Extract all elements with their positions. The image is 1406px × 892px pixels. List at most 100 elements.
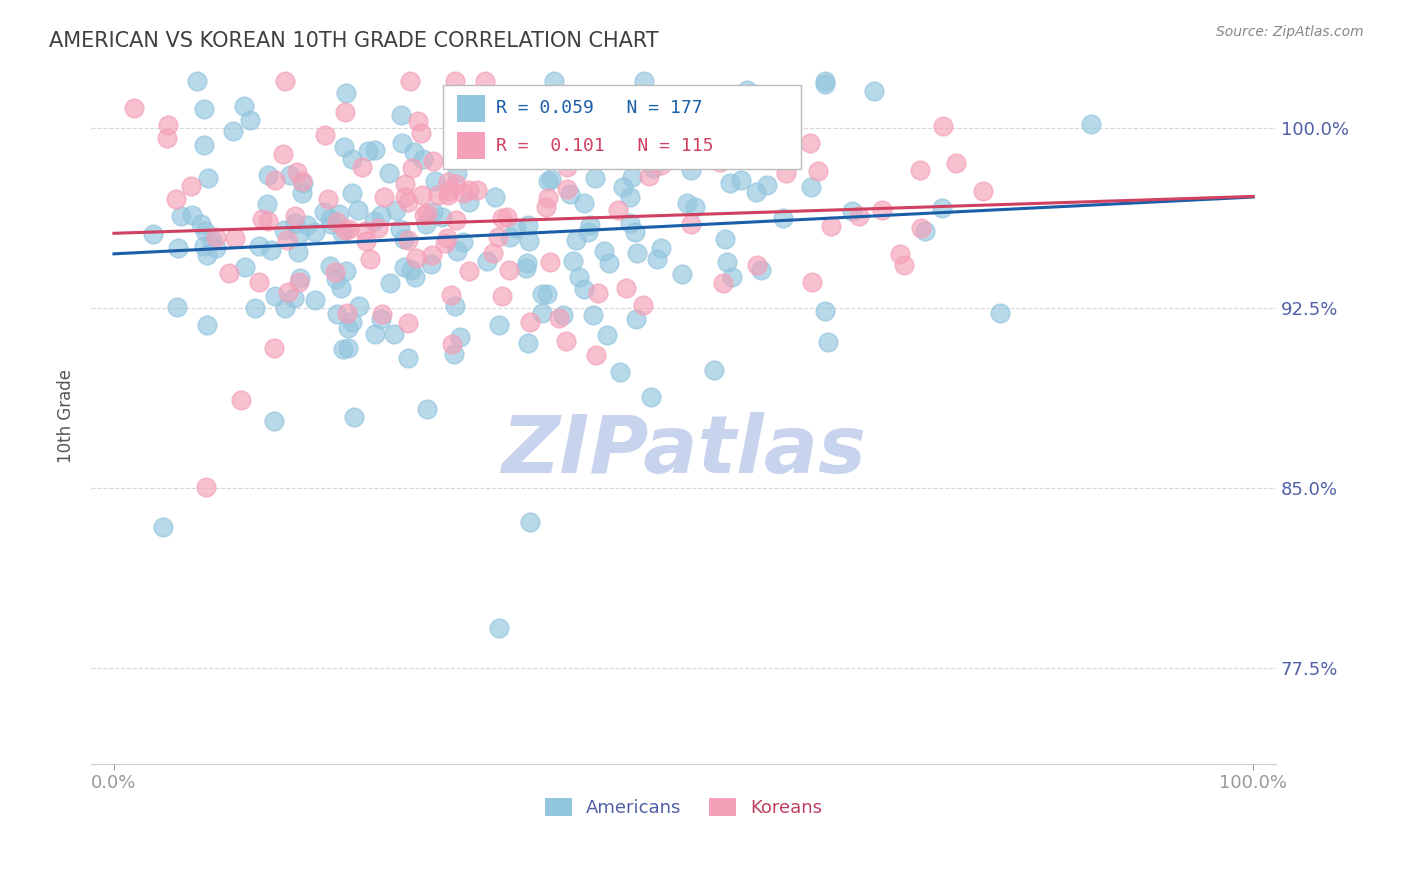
Point xyxy=(195,318,218,333)
Point xyxy=(714,232,737,246)
Point xyxy=(893,258,915,272)
Point xyxy=(662,122,685,136)
Point xyxy=(517,219,540,233)
Point xyxy=(486,230,509,244)
Point xyxy=(582,309,605,323)
Point xyxy=(399,73,422,87)
Point xyxy=(333,223,356,237)
Point xyxy=(370,312,392,326)
Point xyxy=(325,271,347,285)
Point xyxy=(772,211,794,226)
Point xyxy=(536,200,558,214)
Point xyxy=(373,190,395,204)
Point xyxy=(205,241,228,255)
Point xyxy=(624,226,647,240)
Point xyxy=(516,335,538,350)
Point xyxy=(222,124,245,138)
Point xyxy=(337,221,360,235)
Point xyxy=(394,189,416,203)
Point xyxy=(291,174,314,188)
Point xyxy=(631,298,654,312)
Point xyxy=(659,88,682,103)
Point xyxy=(356,234,378,248)
Point xyxy=(560,186,582,201)
Point xyxy=(436,231,458,245)
Point xyxy=(444,73,467,87)
Point xyxy=(364,326,387,341)
Point xyxy=(371,307,394,321)
Point xyxy=(1080,117,1102,131)
Point xyxy=(721,269,744,284)
Point xyxy=(465,183,488,197)
Point xyxy=(439,288,461,302)
Point xyxy=(233,260,256,275)
Point xyxy=(814,73,837,87)
Point xyxy=(312,205,335,219)
Point xyxy=(396,351,419,365)
Point xyxy=(972,184,994,198)
Point xyxy=(263,414,285,428)
Point xyxy=(388,222,411,236)
Point xyxy=(336,305,359,319)
Point xyxy=(862,84,884,98)
Point xyxy=(908,162,931,177)
Point xyxy=(537,174,560,188)
Point xyxy=(201,233,224,247)
Point xyxy=(555,334,578,348)
Point xyxy=(446,244,468,258)
Point xyxy=(745,258,768,272)
Point xyxy=(287,227,309,241)
Point xyxy=(304,225,326,239)
Point xyxy=(735,83,758,97)
Point xyxy=(572,101,595,115)
Point xyxy=(679,218,702,232)
Point xyxy=(197,171,219,186)
Point xyxy=(277,285,299,299)
Point xyxy=(256,197,278,211)
Point xyxy=(592,244,614,259)
Point xyxy=(683,200,706,214)
Point xyxy=(124,101,146,115)
Point xyxy=(247,239,270,253)
Point xyxy=(848,209,870,223)
Point xyxy=(342,152,364,166)
Point xyxy=(496,147,519,161)
Point xyxy=(474,73,496,87)
Point xyxy=(524,137,547,152)
Point xyxy=(889,247,911,261)
Point xyxy=(914,224,936,238)
Point xyxy=(508,106,530,120)
Point xyxy=(579,218,602,232)
Point xyxy=(654,115,676,129)
Point xyxy=(256,169,278,183)
Point xyxy=(481,97,503,112)
Point xyxy=(814,77,837,91)
Point xyxy=(557,160,579,174)
Point xyxy=(437,188,460,202)
Point xyxy=(422,153,444,168)
Point xyxy=(488,621,510,635)
Point xyxy=(411,188,433,202)
Point xyxy=(287,165,309,179)
Point xyxy=(800,275,823,289)
Point xyxy=(619,215,641,229)
Point xyxy=(540,172,562,186)
Point xyxy=(547,311,569,326)
Point xyxy=(650,241,672,255)
Point xyxy=(193,138,215,153)
Point xyxy=(319,259,342,273)
Point xyxy=(637,169,659,184)
Point xyxy=(745,185,768,199)
Point xyxy=(711,276,734,290)
Point xyxy=(391,136,413,150)
Point xyxy=(260,243,283,257)
Point xyxy=(650,158,672,172)
Point xyxy=(932,119,955,133)
Point xyxy=(458,195,481,210)
Point xyxy=(384,203,406,218)
Point xyxy=(273,301,295,316)
Point xyxy=(626,245,648,260)
Point xyxy=(515,260,537,275)
Point xyxy=(558,142,581,156)
Point xyxy=(716,255,738,269)
